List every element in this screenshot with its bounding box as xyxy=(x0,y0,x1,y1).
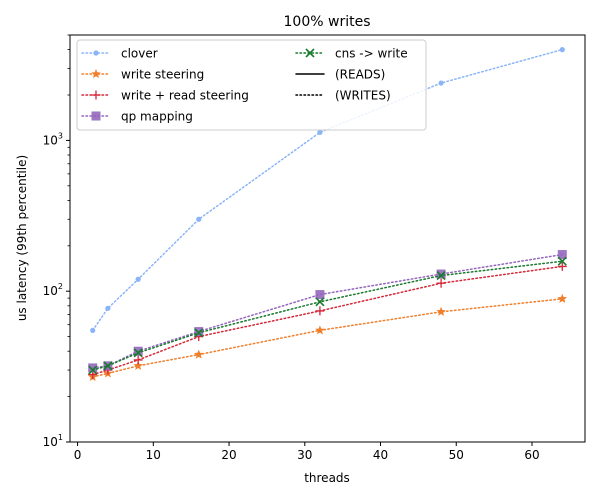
data-point xyxy=(194,328,204,338)
series-line xyxy=(91,253,564,369)
data-point xyxy=(88,363,98,373)
legend-marker xyxy=(91,111,101,121)
x-axis-label: threads xyxy=(304,471,350,485)
legend-extra-1: (WRITES) xyxy=(295,89,391,103)
data-point xyxy=(557,250,567,260)
legend: clover write steering write + read steerin… xyxy=(76,39,427,131)
series-0 xyxy=(90,47,565,333)
data-point xyxy=(193,349,204,359)
plot-frame xyxy=(69,34,586,443)
legend-label: (WRITES) xyxy=(335,89,391,103)
data-point xyxy=(133,360,143,370)
chart-title: 100% writes xyxy=(284,14,371,30)
series-line xyxy=(91,265,564,376)
legend-label: clover xyxy=(121,47,158,61)
data-point xyxy=(135,276,141,282)
data-point xyxy=(438,80,444,86)
legend-marker xyxy=(93,50,99,56)
plot-area xyxy=(87,47,568,381)
legend-item-2: write + read steering xyxy=(81,89,249,103)
data-point xyxy=(436,278,446,288)
series-line xyxy=(91,260,564,371)
legend-marker xyxy=(91,69,101,79)
legend-box xyxy=(76,39,427,131)
legend-label: cns -> write xyxy=(335,47,408,61)
x-tick-label-60: 60 xyxy=(524,448,539,462)
y-tick-label-10: 101 xyxy=(43,433,63,449)
data-point xyxy=(196,216,202,222)
legend-item-1: write steering xyxy=(81,68,204,82)
data-point xyxy=(90,327,96,333)
data-point xyxy=(315,306,325,316)
legend-label: qp mapping xyxy=(121,110,193,124)
x-tick-label-0: 0 xyxy=(74,448,82,462)
x-tick-label-40: 40 xyxy=(373,448,388,462)
data-point xyxy=(557,293,568,303)
data-point xyxy=(315,325,325,335)
x-tick-label-10: 10 xyxy=(146,448,161,462)
data-point xyxy=(105,305,111,311)
legend-label: write + read steering xyxy=(121,89,249,103)
legend-item-3: qp mapping xyxy=(81,110,193,124)
legend-label: write steering xyxy=(121,68,204,82)
y-tick-label-100: 102 xyxy=(43,282,63,298)
data-point xyxy=(103,361,113,371)
data-point xyxy=(436,306,446,316)
legend-marker xyxy=(91,90,101,100)
data-point xyxy=(133,346,143,356)
series-4 xyxy=(88,256,567,375)
series-1 xyxy=(87,293,568,381)
x-tick-label-30: 30 xyxy=(297,448,312,462)
data-point xyxy=(88,365,98,375)
x-tick-label-50: 50 xyxy=(449,448,464,462)
data-point xyxy=(133,348,143,358)
data-point xyxy=(557,256,567,266)
data-point xyxy=(317,129,323,135)
data-point xyxy=(436,269,446,279)
data-point xyxy=(315,297,325,307)
y-axis-label: us latency (99th percentile) xyxy=(15,155,29,321)
data-point xyxy=(436,270,446,281)
legend-extra-0: (READS) xyxy=(295,68,385,82)
series-3 xyxy=(88,250,567,373)
legend-item-0: clover xyxy=(81,47,158,61)
x-tick-label-20: 20 xyxy=(221,448,236,462)
data-point xyxy=(315,290,325,300)
y-tick-label-1000: 103 xyxy=(43,131,63,147)
axes: 0 10 20 30 40 50 60 101 102 103 xyxy=(43,34,586,462)
data-point xyxy=(133,355,143,365)
legend-marker xyxy=(305,48,315,58)
series-line xyxy=(91,298,564,378)
legend-label: (READS) xyxy=(335,68,385,82)
data-point xyxy=(559,47,565,53)
data-point xyxy=(557,261,567,271)
legend-item-4: cns -> write xyxy=(295,47,408,61)
data-point xyxy=(194,327,204,337)
